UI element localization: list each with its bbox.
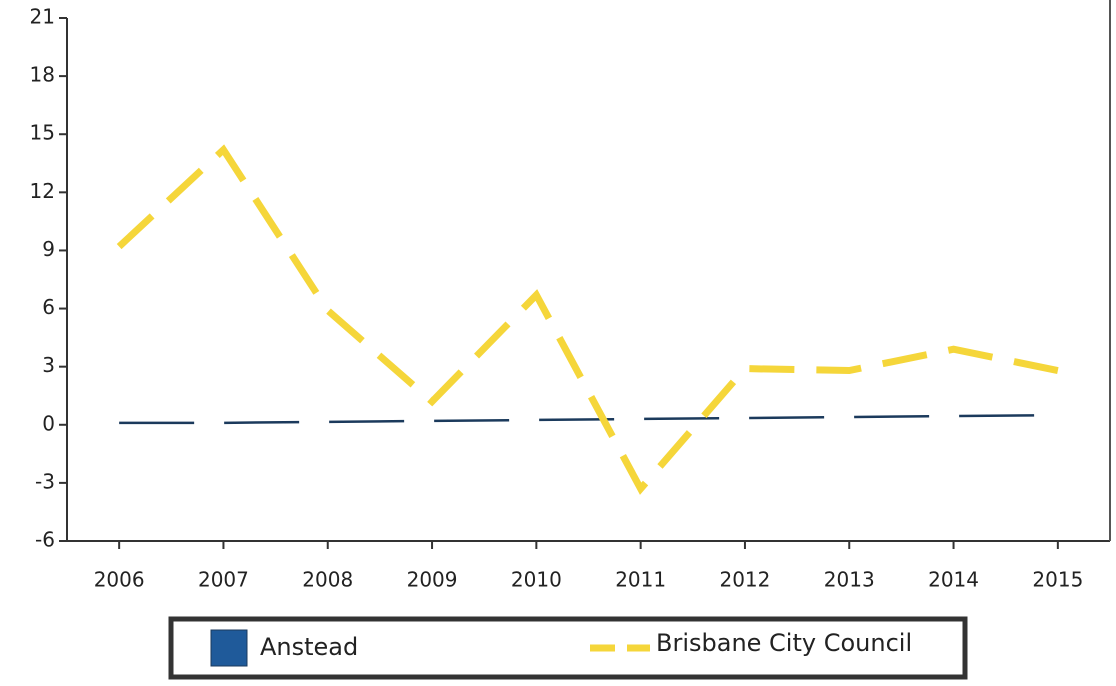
y-tick-label: 12 <box>30 179 55 203</box>
y-tick-label: 6 <box>42 295 55 319</box>
x-tick-label: 2007 <box>198 568 249 592</box>
x-tick-label: 2011 <box>615 568 666 592</box>
series-line <box>116 144 1059 495</box>
x-tick-label: 2006 <box>94 568 145 592</box>
series-line <box>119 413 1058 425</box>
legend-swatch <box>210 629 248 667</box>
x-tick-label: 2010 <box>511 568 562 592</box>
x-tick-label: 2015 <box>1032 568 1083 592</box>
x-tick-label: 2012 <box>719 568 770 592</box>
y-tick-label: 18 <box>30 63 55 87</box>
y-tick-label: 9 <box>42 237 55 261</box>
y-tick-label: 21 <box>30 5 55 29</box>
y-tick-label: 0 <box>42 411 55 435</box>
x-tick-label: 2008 <box>302 568 353 592</box>
y-tick-label: 3 <box>42 353 55 377</box>
legend-box <box>168 616 968 680</box>
legend-label: Anstead <box>260 633 358 661</box>
x-tick-label: 2013 <box>824 568 875 592</box>
y-tick-label: -3 <box>35 469 55 493</box>
y-tick-label: -6 <box>35 528 55 552</box>
x-tick-label: 2009 <box>407 568 458 592</box>
x-tick-label: 2014 <box>928 568 979 592</box>
legend-label: Brisbane City Council <box>656 629 912 657</box>
y-tick-label: 15 <box>30 121 55 145</box>
